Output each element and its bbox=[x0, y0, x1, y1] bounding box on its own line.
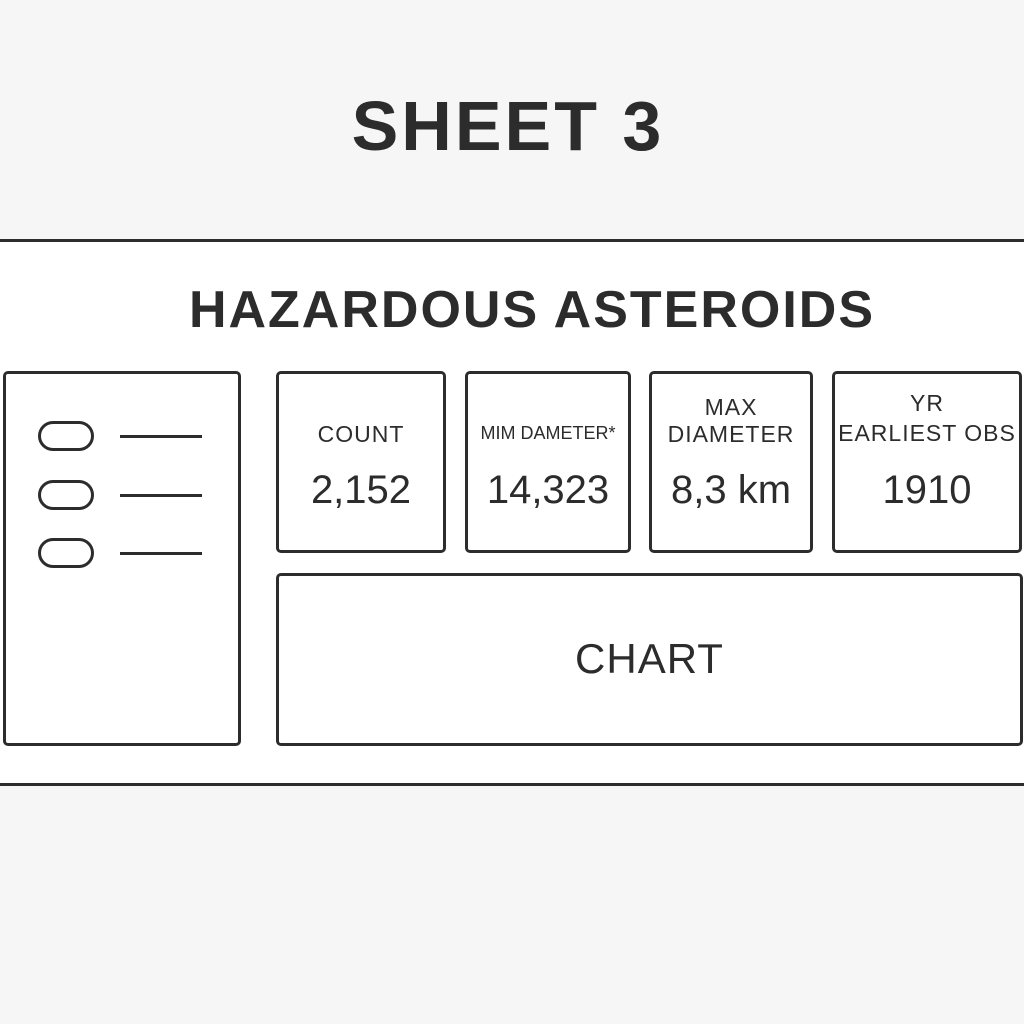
legend-label-placeholder bbox=[120, 494, 202, 497]
kpi-max-diameter-label-line1: MAX bbox=[704, 394, 758, 420]
legend-panel bbox=[3, 371, 241, 746]
legend-label-placeholder bbox=[120, 435, 202, 438]
kpi-count-label: COUNT bbox=[317, 421, 405, 447]
dashboard-title: HAZARDOUS ASTEROIDS bbox=[188, 281, 876, 339]
kpi-earliest-obs-value: 1910 bbox=[882, 468, 972, 512]
chart-placeholder-label: CHART bbox=[575, 635, 724, 682]
chart-placeholder[interactable]: CHART bbox=[276, 573, 1023, 746]
kpi-min-diameter-label: MIM DAMETER* bbox=[480, 423, 616, 443]
kpi-earliest-obs-label-line1: YR bbox=[910, 390, 944, 416]
legend-swatch bbox=[38, 480, 94, 510]
kpi-count-value: 2,152 bbox=[310, 468, 412, 512]
kpi-earliest-obs-label-line2: EARLIEST OBS bbox=[838, 420, 1016, 446]
kpi-min-diameter-card[interactable]: MIM DAMETER* 14,323 bbox=[465, 371, 631, 553]
dashboard-panel: HAZARDOUS ASTEROIDS COUNT 2,152 MIM DAME… bbox=[0, 239, 1024, 786]
kpi-max-diameter-label-line2: DIAMETER bbox=[667, 421, 795, 447]
kpi-count-card[interactable]: COUNT 2,152 bbox=[276, 371, 446, 553]
legend-item[interactable] bbox=[38, 480, 208, 514]
kpi-earliest-obs-card[interactable]: YR EARLIEST OBS 1910 bbox=[832, 371, 1022, 553]
kpi-min-diameter-value: 14,323 bbox=[486, 468, 610, 512]
sheet-title: SHEET 3 bbox=[351, 87, 665, 165]
legend-label-placeholder bbox=[120, 552, 202, 555]
kpi-max-diameter-value: 8,3 km bbox=[670, 468, 792, 512]
legend-swatch bbox=[38, 421, 94, 451]
legend-item[interactable] bbox=[38, 538, 208, 572]
legend-swatch bbox=[38, 538, 94, 568]
legend-item[interactable] bbox=[38, 421, 208, 455]
kpi-max-diameter-card[interactable]: MAX DIAMETER 8,3 km bbox=[649, 371, 813, 553]
